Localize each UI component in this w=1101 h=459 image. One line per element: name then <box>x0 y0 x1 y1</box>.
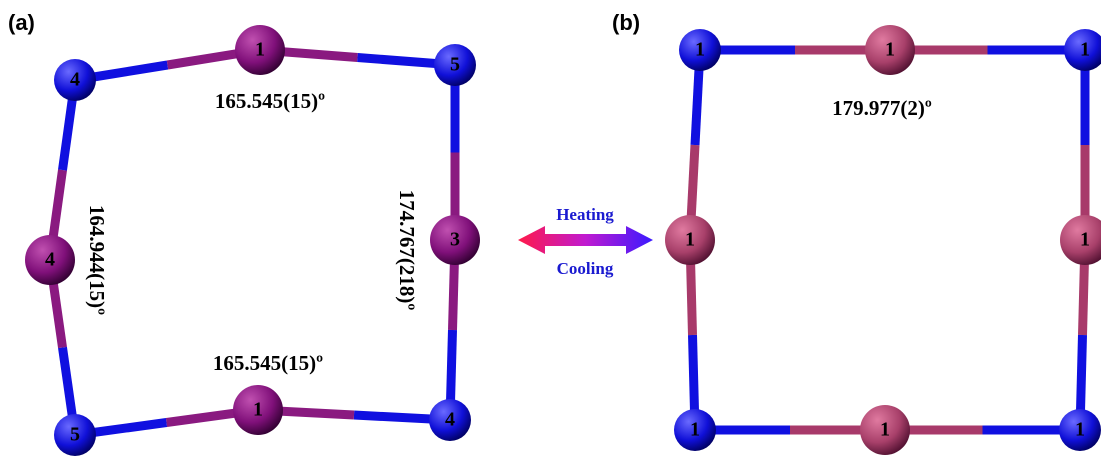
heating-label: Heating <box>556 205 614 224</box>
panel-label: (b) <box>612 10 640 35</box>
angle-label: 165.545(15)º <box>215 89 325 113</box>
angle-label: 174.767(218)º <box>395 190 419 311</box>
angle-label: 164.944(15)º <box>85 205 109 315</box>
atom-label: 4 <box>445 409 455 431</box>
atom-label: 1 <box>1075 419 1085 441</box>
panel-label: (a) <box>8 10 35 35</box>
atom-label: 1 <box>253 399 263 421</box>
atom-label: 1 <box>1080 39 1090 61</box>
atom-label: 4 <box>70 69 80 91</box>
double-arrow <box>518 226 653 254</box>
atom-label: 4 <box>45 249 55 271</box>
atom-label: 1 <box>885 39 895 61</box>
figure: Heating Cooling (a) 4 1 5 4 3 5 1 4 165.545(15)º 1… <box>0 0 1101 459</box>
arrow: Heating Cooling <box>518 205 653 278</box>
atom-label: 5 <box>70 424 80 446</box>
atom-label: 1 <box>880 419 890 441</box>
atom-label: 1 <box>255 39 265 61</box>
atom-label: 3 <box>450 229 460 251</box>
atom-label: 1 <box>1080 229 1090 251</box>
atom-label: 1 <box>690 419 700 441</box>
angle-label: 165.545(15)º <box>213 351 323 375</box>
atom-label: 1 <box>695 39 705 61</box>
atom-label: 5 <box>450 54 460 76</box>
angle-label: 179.977(2)º <box>832 96 932 120</box>
cooling-label: Cooling <box>557 259 614 278</box>
atom-label: 1 <box>685 229 695 251</box>
